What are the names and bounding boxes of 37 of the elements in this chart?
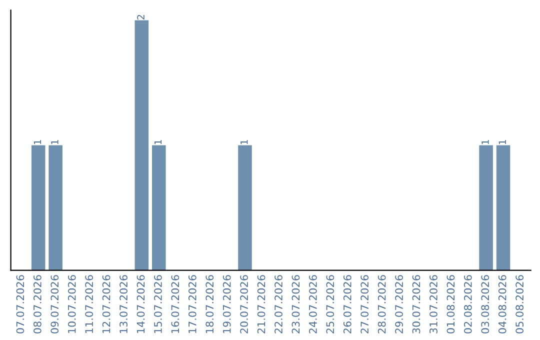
x-tick-label: 30.07.2026: [412, 275, 420, 334]
x-tick-label: 19.07.2026: [222, 275, 231, 333]
data-label: 1: [482, 140, 489, 144]
data-label: 2: [137, 14, 144, 20]
x-tick-label: 24.07.2026: [309, 275, 317, 334]
x-tick-label: 09.07.2026: [50, 275, 59, 334]
x-tick-label: 17.07.2026: [188, 275, 196, 333]
x-tick-label: 31.07.2026: [430, 275, 438, 334]
data-label: 1: [34, 140, 42, 144]
x-tick-label: 01.08.2026: [446, 275, 455, 334]
x-tick-label: 08.07.2026: [33, 275, 42, 334]
data-label: 1: [240, 140, 248, 144]
x-tick-label: 02.08.2026: [464, 275, 472, 334]
x-tick-label: 28.07.2026: [378, 275, 386, 334]
data-label: 1: [51, 140, 58, 144]
data-label: 1: [498, 140, 506, 144]
x-tick-label: 20.07.2026: [240, 275, 248, 334]
x-tick-label: 22.07.2026: [274, 275, 282, 334]
x-tick-label: 03.08.2026: [481, 275, 490, 334]
x-tick-label: 25.07.2026: [326, 275, 334, 334]
x-tick-label: 27.07.2026: [360, 275, 369, 334]
x-tick-label: 07.07.2026: [16, 275, 24, 334]
x-tick-label: 15.07.2026: [154, 275, 162, 333]
data-label: 1: [154, 140, 162, 144]
x-tick-label: 26.07.2026: [343, 275, 352, 334]
x-tick-label: 21.07.2026: [257, 275, 266, 334]
x-tick-label: 18.07.2026: [206, 275, 214, 333]
x-tick-label: 16.07.2026: [171, 275, 180, 333]
x-tick-label: 10.07.2026: [68, 275, 76, 333]
x-tick-label: 13.07.2026: [120, 275, 128, 333]
x-tick-label: 04.08.2026: [498, 275, 506, 334]
x-tick-label: 11.07.2026: [85, 275, 94, 333]
x-tick-label: 05.08.2026: [516, 275, 524, 334]
x-tick-label: 12.07.2026: [102, 275, 110, 333]
x-tick-label: 29.07.2026: [395, 275, 403, 334]
x-tick-label: 23.07.2026: [292, 275, 300, 334]
x-tick-label: 14.07.2026: [136, 275, 145, 333]
